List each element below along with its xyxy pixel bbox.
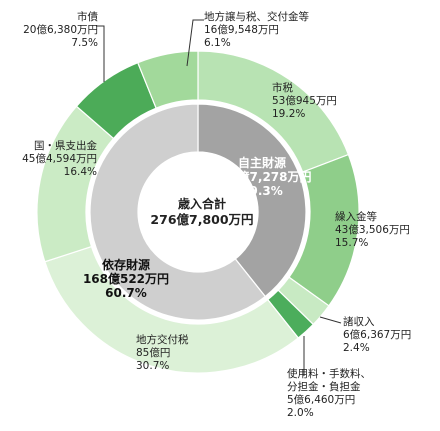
label-name-line2: 分担金・負担金 xyxy=(287,381,361,393)
label-amount: 45億4,594万円 xyxy=(22,153,97,165)
label-name: 市債 xyxy=(77,11,98,23)
label-amount: 85億円 xyxy=(136,347,171,359)
label-percent: 2.0% xyxy=(287,407,314,419)
label-amount: 20億6,380万円 xyxy=(23,24,98,36)
label-national-prefectural: 国・県支出金 45億4,594万円 16.4% xyxy=(22,140,97,179)
label-misc-income: 諸収入 6億6,367万円 2.4% xyxy=(343,316,411,355)
donut-hole xyxy=(138,152,258,272)
label-usage-fees: 使用料・手数料、 分担金・負担金 5億6,460万円 2.0% xyxy=(287,368,371,420)
label-own-revenue: 自主財源 108億7,278万円 39.3% xyxy=(212,156,312,198)
label-dependent-revenue: 依存財源 168億522万円 60.7% xyxy=(76,258,176,300)
label-transfers: 繰入金等 43億3,506万円 15.7% xyxy=(335,211,410,250)
label-municipal-bonds: 市債 20億6,380万円 7.5% xyxy=(23,11,98,50)
label-amount: 16億9,548万円 xyxy=(204,24,279,36)
label-local-allocation-tax: 地方交付税 85億円 30.7% xyxy=(136,334,189,373)
label-name: 国・県支出金 xyxy=(34,140,97,152)
label-name: 地方譲与税、交付金等 xyxy=(204,11,309,23)
label-percent: 16.4% xyxy=(63,166,97,178)
label-name: 地方交付税 xyxy=(136,334,189,346)
label-name-line1: 使用料・手数料、 xyxy=(287,368,371,380)
center-value: 276億7,800万円 xyxy=(150,212,254,227)
leader-municipal-bonds xyxy=(96,25,105,82)
leader-local-transfer-tax xyxy=(186,19,204,67)
label-amount: 43億3,506万円 xyxy=(335,224,410,236)
label-name: 諸収入 xyxy=(343,316,375,328)
label-local-transfer-tax: 地方譲与税、交付金等 16億9,548万円 6.1% xyxy=(204,11,309,50)
label-amount: 108億7,278万円 xyxy=(212,170,312,184)
outer-slice-7 xyxy=(137,50,199,109)
label-name: 市税 xyxy=(272,82,293,94)
label-amount: 6億6,367万円 xyxy=(343,329,412,341)
label-percent: 60.7% xyxy=(105,286,147,300)
label-amount: 168億522万円 xyxy=(82,272,170,286)
outer-slice-4 xyxy=(44,245,300,374)
label-amount: 53億945万円 xyxy=(272,95,337,107)
inner-slice-1 xyxy=(89,103,267,321)
label-market-tax: 市税 53億945万円 19.2% xyxy=(272,82,337,121)
label-percent: 6.1% xyxy=(204,37,231,49)
donut-center-total: 歳入合計 276億7,800万円 xyxy=(132,197,272,227)
label-percent: 15.7% xyxy=(335,237,369,249)
label-name: 繰入金等 xyxy=(335,211,377,223)
label-name: 自主財源 xyxy=(237,156,286,170)
label-percent: 39.3% xyxy=(241,184,283,198)
label-percent: 2.4% xyxy=(343,342,370,354)
label-amount: 5億6,460万円 xyxy=(287,394,356,406)
label-percent: 7.5% xyxy=(71,37,98,49)
label-percent: 30.7% xyxy=(136,360,170,372)
label-name: 依存財源 xyxy=(101,258,150,272)
center-title: 歳入合計 xyxy=(177,197,226,211)
label-percent: 19.2% xyxy=(272,108,306,120)
leader-misc-income xyxy=(319,316,342,324)
